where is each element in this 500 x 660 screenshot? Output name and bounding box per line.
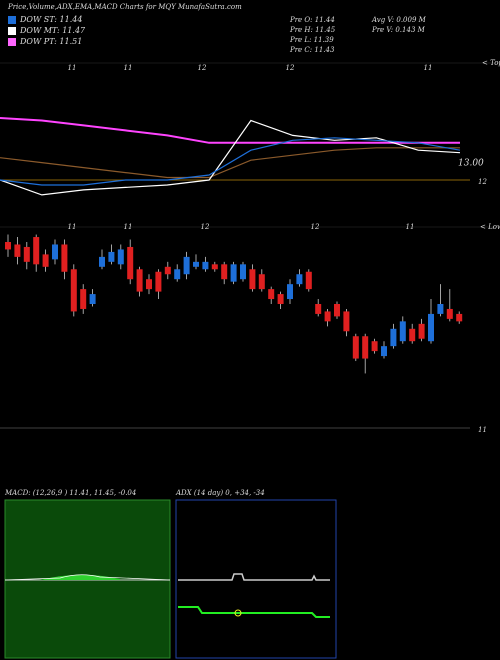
candle-body [108,251,115,262]
candle-body [89,294,96,304]
candle-body [33,237,40,265]
info: Pre L: 11.39 [289,36,334,44]
candle-body [277,294,284,304]
candle-body [287,284,293,300]
overlay-line [0,137,461,186]
candle-body [324,311,331,322]
candle-body [164,266,171,275]
candle-body [343,311,350,332]
candle-body [70,269,77,312]
candle-body [193,261,199,267]
candle-body [334,304,340,317]
candle-body [305,271,312,290]
candle-body [315,304,322,314]
date-label: 12 [311,223,320,231]
last-label: 13.00 [458,159,484,169]
candle-body [52,244,58,260]
date-label: 11 [124,64,133,72]
legend-label: DOW PT: 11.51 [19,37,82,46]
date-label: 12 [286,64,295,72]
macd-line [4,574,171,581]
candle-body [371,341,378,352]
candle-body [437,304,444,314]
candle-body [211,264,218,270]
candle-body [249,269,256,290]
legend-label: DOW ST: 11.44 [19,15,82,24]
date-label: 12 [201,223,210,231]
candle-body [117,249,124,265]
date-label: 11 [406,223,415,231]
candle-body [409,328,416,342]
candle-body [5,242,11,250]
candle-body [352,336,359,359]
info: Pre H: 11.45 [289,26,336,34]
y-tick-label: 12 [478,178,487,186]
date-label: 11 [124,223,133,231]
candle-body [61,244,68,272]
legend-label: DOW MT: 11.47 [19,26,86,35]
legend-swatch [8,16,16,24]
candle-body [418,323,425,339]
y-tick-label: 11 [478,426,487,434]
overlay-line [0,117,460,144]
info: Pre O: 11.44 [289,16,335,24]
date-label: 11 [68,223,77,231]
candle-body [428,313,434,342]
adx-marker [234,609,242,617]
adx-plus [178,573,330,581]
candle-body [42,254,49,267]
candle-body [381,346,387,357]
overlay-line [0,147,460,179]
adx-label: ADX (14 day) 0, +34, -34 [175,489,265,497]
chart-title: Price,Volume,ADX,EMA,MACD Charts for MQY… [7,3,242,11]
candle-body [99,256,105,267]
adx-panel [175,499,337,659]
candle-body [202,261,209,270]
candle-body [80,289,87,309]
candle-body [446,308,453,319]
lows-label: < Lows [480,223,500,231]
overlay-line [0,119,461,196]
candle-body [268,289,275,300]
macd-hist [40,574,120,580]
date-label: 11 [424,64,433,72]
info: Pre C: 11.43 [289,46,335,54]
candle-body [155,271,162,292]
candle-body [136,269,143,292]
info: Pre V: 0.143 M [371,26,426,34]
date-label: 11 [68,64,77,72]
candle-body [240,264,246,280]
macd-label: MACD: (12,26,9 ) 11.41, 11.45, -0.04 [4,489,136,497]
candle-body [296,274,303,285]
candle-body [23,246,30,262]
adx-minus [178,606,330,618]
candle-body [14,244,21,257]
candle-body [221,264,228,280]
candle-body [174,269,181,280]
legend-swatch [8,27,16,35]
candle-body [362,336,369,359]
candle-body [146,279,152,290]
tops-label: < Tops [482,59,500,67]
candle-body [230,264,237,282]
candle-body [258,274,265,290]
candle-body [456,313,463,322]
candle-body [127,246,134,280]
candle-body [390,328,397,347]
candle-body [399,321,406,342]
candle-body [183,256,190,275]
legend-swatch [8,38,16,46]
info: Avg V: 0.009 M [371,16,427,24]
date-label: 12 [198,64,207,72]
